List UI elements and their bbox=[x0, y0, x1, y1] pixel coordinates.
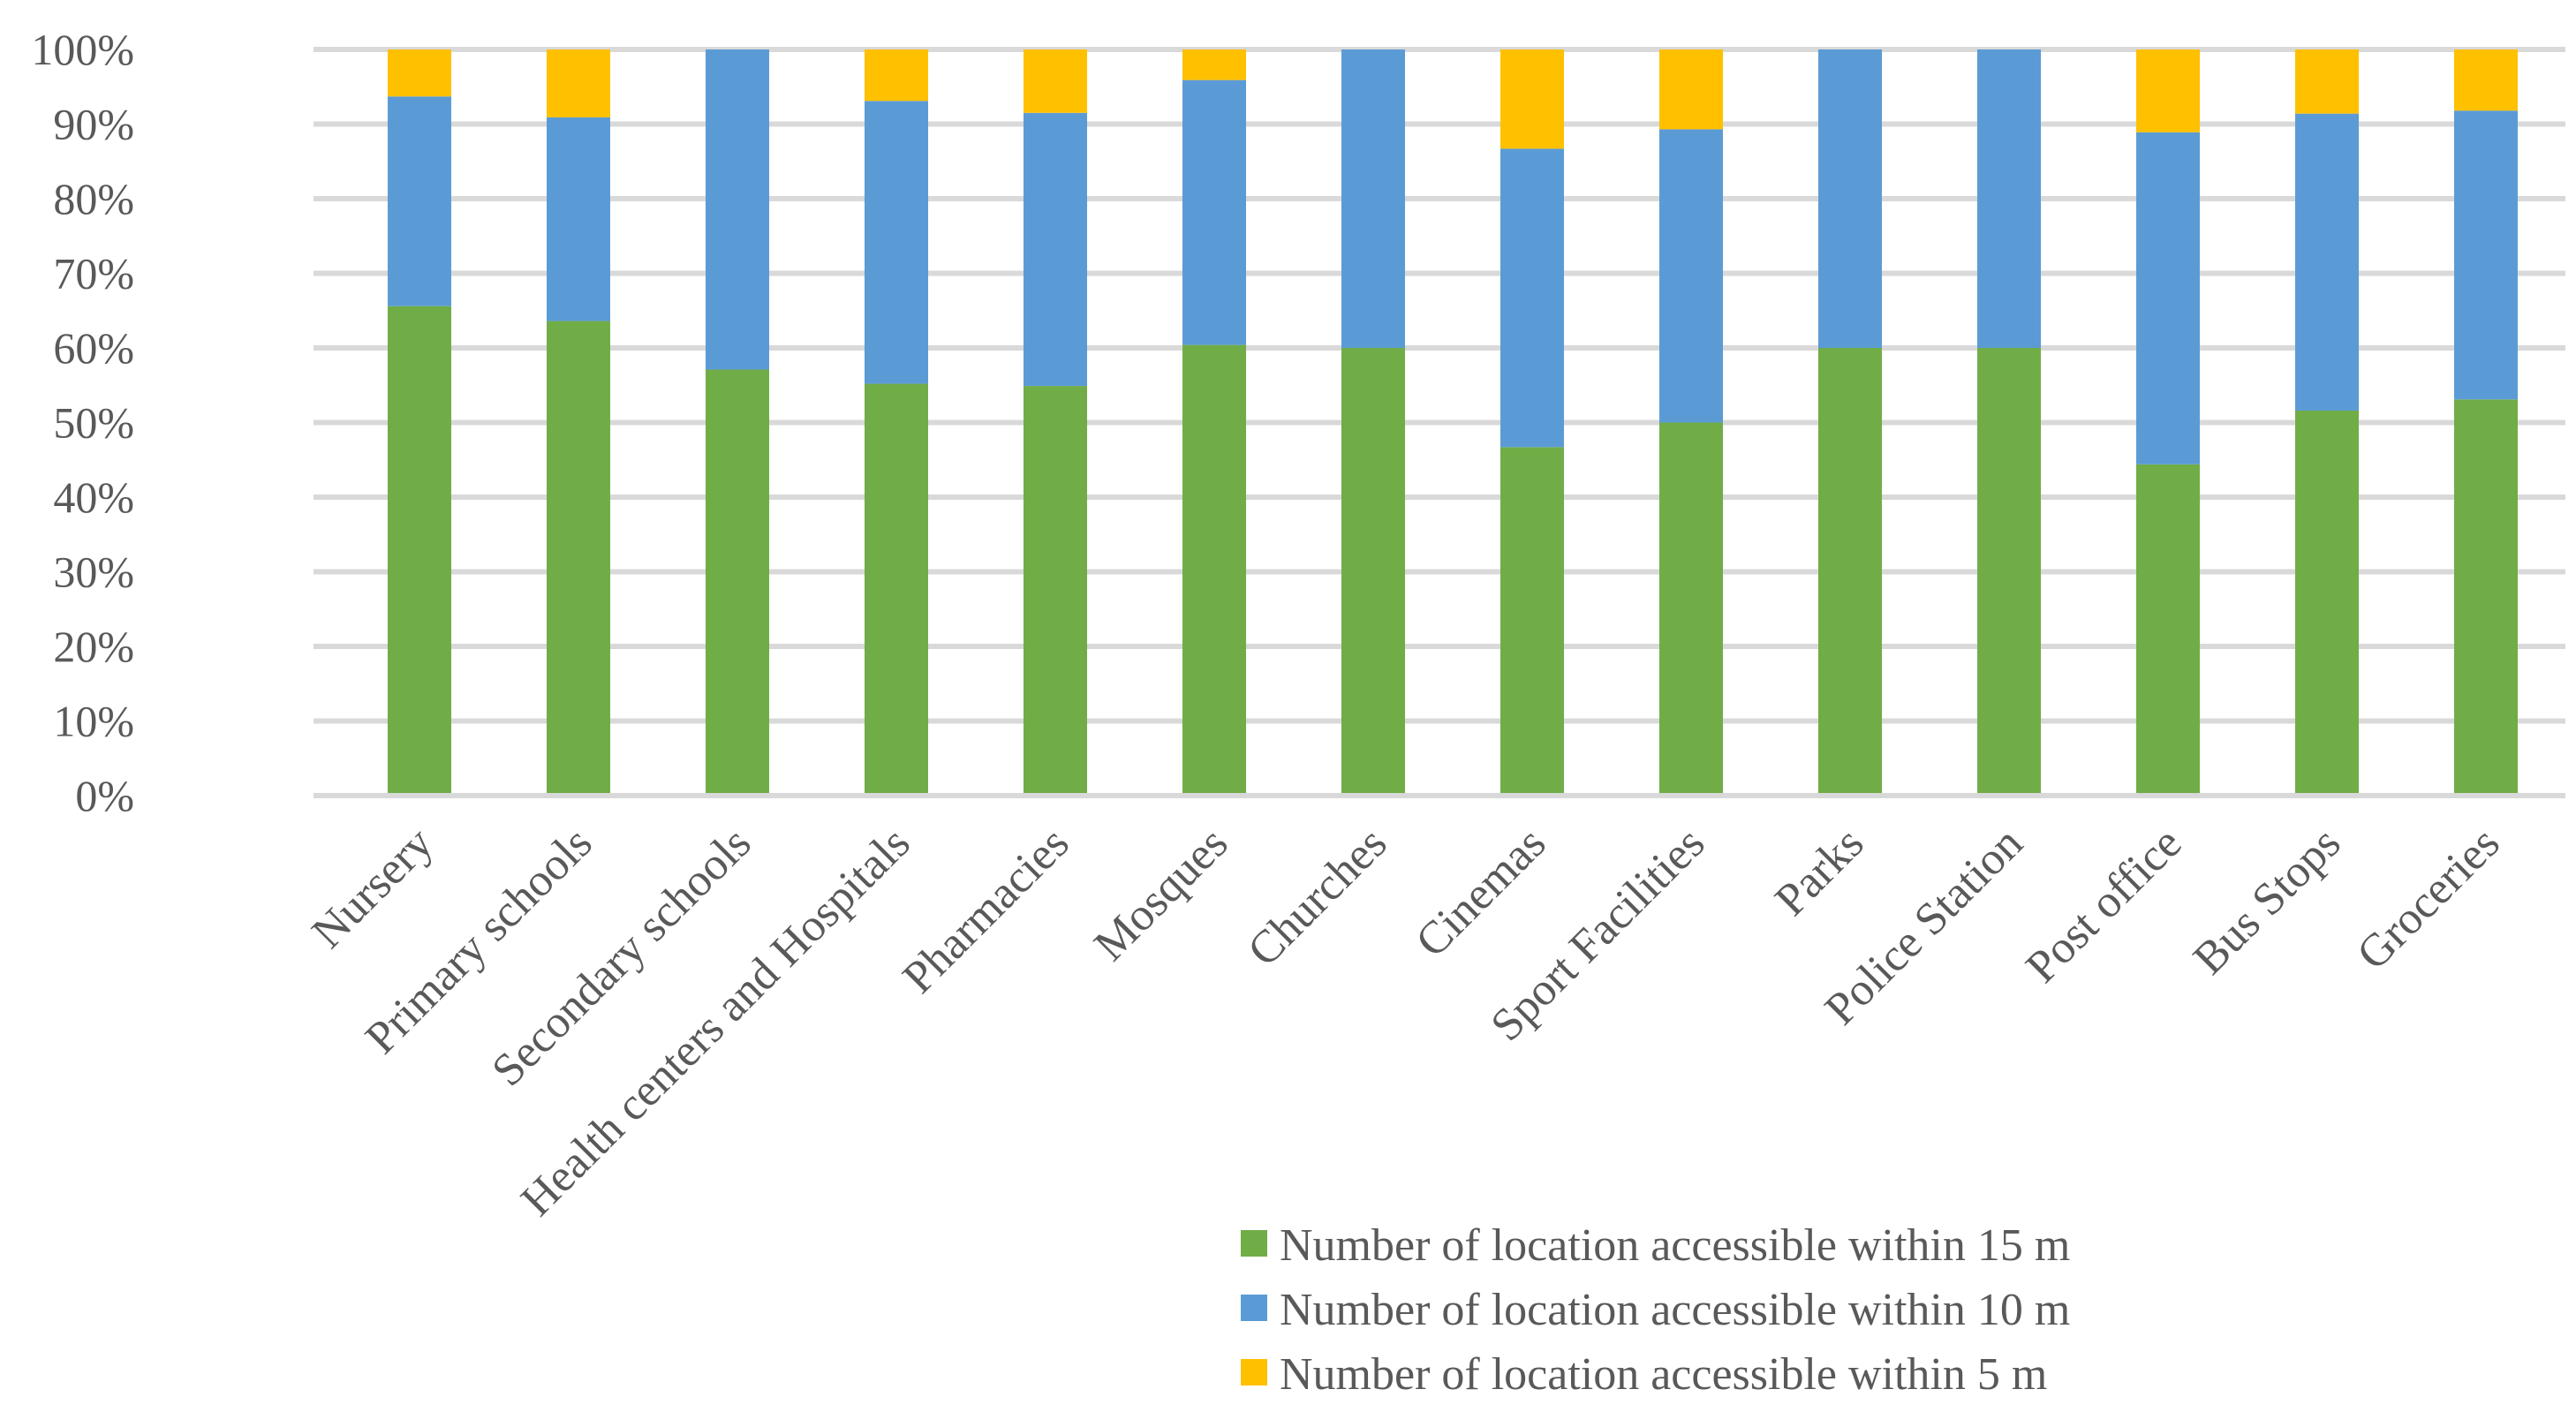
bar-segment-1-13 bbox=[2295, 410, 2359, 796]
y-tick-label-90: 90% bbox=[53, 100, 134, 149]
bar-segment-2-6 bbox=[1182, 79, 1246, 345]
category-label-10: Parks bbox=[1765, 818, 1873, 925]
category-label-1: Nursery bbox=[303, 818, 443, 958]
gridlines bbox=[314, 47, 2565, 724]
y-tick-label-40: 40% bbox=[53, 472, 134, 522]
bar-segment-2-2 bbox=[547, 117, 610, 321]
bar-segment-3-13 bbox=[2295, 49, 2359, 114]
category-label-13: Bus Stops bbox=[2184, 818, 2350, 984]
y-tick-label-100: 100% bbox=[31, 25, 134, 74]
bar-segment-3-5 bbox=[1024, 49, 1087, 113]
bar-segment-1-7 bbox=[1341, 348, 1405, 796]
bars bbox=[388, 49, 2518, 797]
bar-segment-3-2 bbox=[547, 49, 610, 117]
y-tick-label-50: 50% bbox=[53, 398, 134, 448]
legend-label-3: Number of location accessible within 5 m bbox=[1280, 1349, 2047, 1400]
bar-segment-1-6 bbox=[1182, 344, 1246, 796]
y-tick-label-70: 70% bbox=[53, 249, 134, 298]
category-label-6: Mosques bbox=[1084, 818, 1237, 970]
bar-segment-2-12 bbox=[2136, 132, 2200, 464]
bar-segment-1-5 bbox=[1024, 386, 1087, 796]
bar-segment-1-9 bbox=[1659, 422, 1723, 796]
bar-segment-1-10 bbox=[1818, 348, 1882, 796]
bar-segment-2-4 bbox=[865, 101, 928, 384]
bar-segment-2-14 bbox=[2454, 110, 2518, 400]
bar-segment-2-7 bbox=[1341, 49, 1405, 348]
legend-swatch-2 bbox=[1241, 1295, 1267, 1321]
bar-segment-3-14 bbox=[2454, 49, 2518, 111]
y-tick-label-60: 60% bbox=[53, 323, 134, 373]
bar-segment-3-8 bbox=[1500, 49, 1564, 149]
bar-segment-1-4 bbox=[865, 383, 928, 796]
bar-segment-1-2 bbox=[547, 321, 610, 797]
bar-segment-3-6 bbox=[1182, 49, 1246, 80]
bar-segment-2-8 bbox=[1500, 148, 1564, 448]
bar-segment-2-13 bbox=[2295, 113, 2359, 411]
bar-segment-2-9 bbox=[1659, 129, 1723, 423]
bar-segment-1-1 bbox=[388, 306, 451, 796]
bar-segment-1-12 bbox=[2136, 464, 2200, 796]
bar-segment-1-3 bbox=[706, 369, 769, 796]
bar-segment-2-11 bbox=[1977, 49, 2041, 348]
legend: Number of location accessible within 15 … bbox=[1241, 1220, 2070, 1400]
y-tick-label-30: 30% bbox=[53, 547, 134, 597]
legend-label-1: Number of location accessible within 15 … bbox=[1280, 1220, 2070, 1271]
legend-swatch-1 bbox=[1241, 1230, 1267, 1257]
category-label-14: Groceries bbox=[2347, 818, 2509, 979]
legend-swatch-3 bbox=[1241, 1359, 1267, 1386]
y-tick-label-10: 10% bbox=[53, 697, 134, 746]
bar-segment-2-10 bbox=[1818, 49, 1882, 348]
category-label-12: Post office bbox=[2017, 818, 2192, 993]
y-tick-label-0: 0% bbox=[75, 771, 134, 820]
bar-segment-2-3 bbox=[706, 49, 769, 370]
category-label-8: Cinemas bbox=[1406, 818, 1555, 967]
bar-segment-1-14 bbox=[2454, 399, 2518, 796]
bar-segment-1-11 bbox=[1977, 348, 2041, 796]
bar-segment-2-5 bbox=[1024, 112, 1087, 387]
legend-label-2: Number of location accessible within 10 … bbox=[1280, 1285, 2070, 1335]
bar-segment-1-8 bbox=[1500, 447, 1564, 796]
category-label-5: Pharmacies bbox=[894, 818, 1079, 1003]
bar-segment-2-1 bbox=[388, 96, 451, 306]
y-tick-label-20: 20% bbox=[53, 622, 134, 671]
y-axis-ticks: 0% 10% 20% 30% 40% 50% 60% 70% 80% 90% 100% bbox=[31, 25, 134, 820]
bar-segment-3-1 bbox=[388, 49, 451, 97]
y-tick-label-80: 80% bbox=[53, 174, 134, 223]
bar-segment-3-4 bbox=[865, 49, 928, 102]
bar-segment-3-12 bbox=[2136, 49, 2200, 132]
bar-segment-3-9 bbox=[1659, 49, 1723, 130]
category-label-7: Churches bbox=[1238, 818, 1396, 976]
